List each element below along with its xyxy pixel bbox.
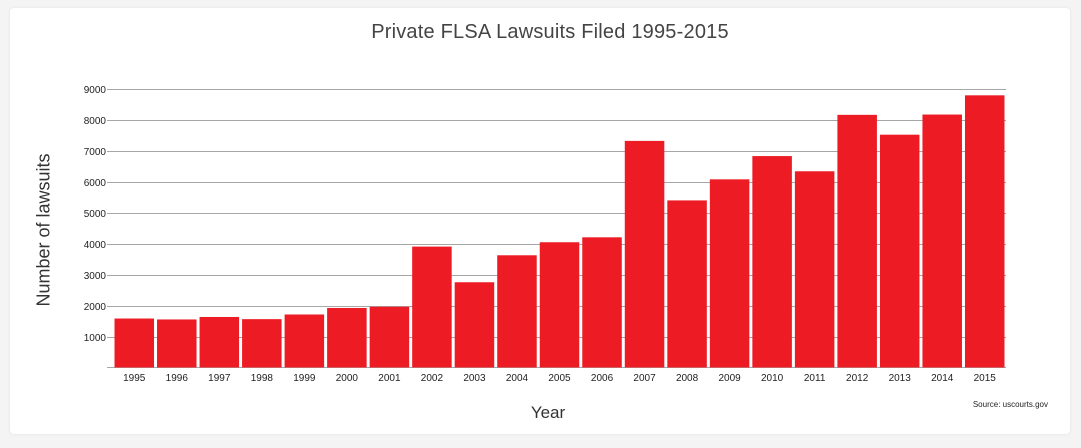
- x-tick-label: 2002: [421, 373, 444, 384]
- x-tick-label: 1997: [208, 373, 231, 384]
- bar: [412, 246, 452, 368]
- x-tick-label: 1999: [293, 373, 316, 384]
- x-tick-label: 2013: [889, 373, 912, 384]
- x-tick-label: 2007: [633, 373, 656, 384]
- x-tick-label: 2008: [676, 373, 699, 384]
- x-tick-label: 2005: [548, 373, 571, 384]
- x-tick-label: 1995: [123, 373, 146, 384]
- x-tick-label: 1996: [166, 373, 189, 384]
- bar: [114, 318, 155, 368]
- y-tick-label: 2000: [84, 302, 107, 313]
- y-tick-label: 1000: [84, 333, 107, 344]
- y-tick-label: 4000: [84, 240, 107, 251]
- x-tick-label: 2006: [591, 373, 614, 384]
- bar: [879, 134, 920, 368]
- x-tick-label: 2011: [804, 373, 826, 384]
- bar: [752, 156, 792, 368]
- x-tick-label: 2012: [846, 373, 869, 384]
- y-tick-label: 7000: [84, 147, 107, 158]
- x-tick-label: 2015: [974, 373, 997, 384]
- x-tick-label: 2014: [931, 373, 954, 384]
- bar: [327, 307, 367, 368]
- y-tick-label: 6000: [84, 178, 107, 189]
- x-axis-label: Year: [530, 403, 566, 422]
- bar: [922, 114, 962, 368]
- bar: [837, 114, 877, 368]
- bar: [624, 140, 665, 368]
- bar: [284, 314, 325, 368]
- bar: [369, 306, 410, 368]
- bar: [157, 319, 197, 368]
- x-tick-label: 2001: [378, 373, 401, 384]
- bar: [964, 95, 1005, 368]
- bar: [497, 255, 537, 368]
- y-tick-label: 9000: [84, 85, 107, 96]
- bar: [199, 316, 240, 368]
- bar: [667, 200, 707, 368]
- bar: [582, 237, 622, 368]
- x-tick-label: 2000: [336, 373, 359, 384]
- bar: [454, 282, 495, 368]
- bar: [794, 171, 835, 368]
- bar: [539, 242, 580, 368]
- source-note: Source: uscourts.gov: [972, 400, 1048, 409]
- bar: [242, 319, 282, 368]
- x-tick-label: 2004: [506, 373, 529, 384]
- x-tick-label: 2003: [463, 373, 486, 384]
- x-tick-label: 2010: [761, 373, 784, 384]
- y-tick-label: 5000: [84, 209, 107, 220]
- x-tick-label: 1998: [251, 373, 274, 384]
- y-tick-label: 8000: [84, 116, 107, 127]
- chart-title: Private FLSA Lawsuits Filed 1995-2015: [371, 21, 729, 43]
- x-tick-label: 2009: [718, 373, 741, 384]
- bar: [709, 179, 750, 368]
- y-tick-label: 3000: [84, 271, 107, 282]
